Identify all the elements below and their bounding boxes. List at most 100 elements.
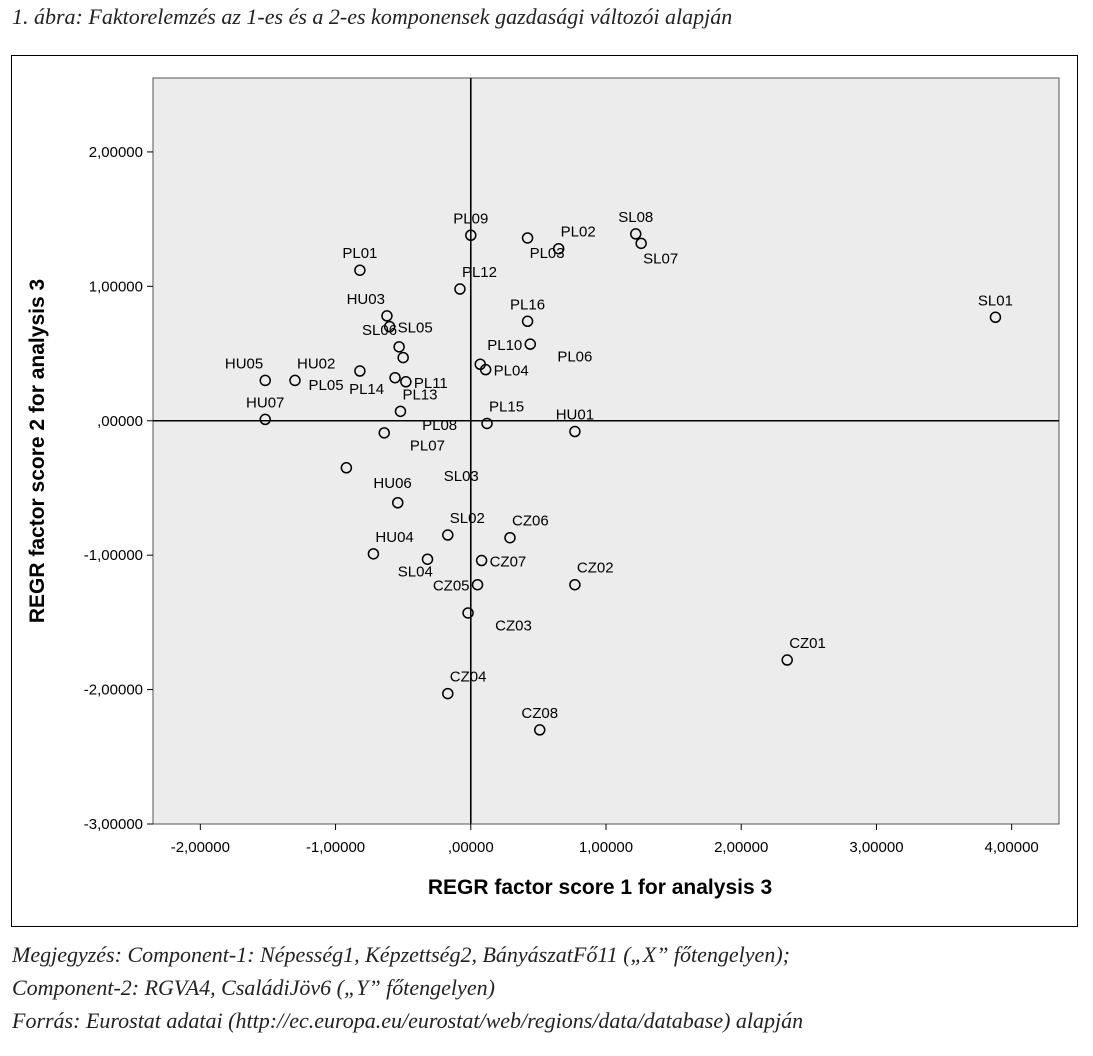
point-label-sl07: SL07 xyxy=(643,250,678,267)
x-axis-title: REGR factor score 1 for analysis 3 xyxy=(428,876,772,899)
data-point-sl08 xyxy=(629,228,642,240)
point-label-pl16: PL16 xyxy=(510,296,545,313)
point-label-hu01: HU01 xyxy=(556,407,594,424)
x-tick-label: 4,00000 xyxy=(985,839,1039,856)
point-label-pl02: PL02 xyxy=(561,224,596,241)
data-point-cz01 xyxy=(781,654,793,666)
note-components-x: Megjegyzés: Component-1: Népesség1, Képz… xyxy=(12,942,790,967)
x-tick-label: 1,00000 xyxy=(579,839,633,856)
data-point-sl07 xyxy=(635,237,647,250)
data-point-pl07 xyxy=(397,351,409,364)
plot-area xyxy=(152,77,1060,825)
data-point-pl01 xyxy=(354,264,366,276)
point-label-hu04: HU04 xyxy=(375,529,413,546)
data-point-hu02 xyxy=(289,374,301,387)
data-point-sl06 xyxy=(393,341,405,353)
data-point-pl15 xyxy=(481,417,493,430)
data-point-pl16 xyxy=(521,315,534,328)
x-tick-label: -1,00000 xyxy=(306,839,365,856)
point-label-pl13: PL13 xyxy=(402,386,437,403)
point-label-pl09: PL09 xyxy=(453,210,488,227)
data-point-pl09 xyxy=(465,229,477,242)
point-label-pl07: PL07 xyxy=(410,437,445,454)
data-point-cz05 xyxy=(471,578,484,591)
data-point-pl14 xyxy=(354,365,366,377)
data-point-pl11 xyxy=(400,376,412,388)
data-point-pl13 xyxy=(394,405,407,418)
y-tick-label: -1,00000 xyxy=(84,547,143,564)
point-label-sl08: SL08 xyxy=(618,209,653,226)
point-label-sl05: SL05 xyxy=(398,320,433,337)
point-label-sl03: SL03 xyxy=(444,468,479,485)
y-tick-label: ,00000 xyxy=(97,413,143,430)
point-label-sl01: SL01 xyxy=(978,292,1013,309)
data-point-cz06 xyxy=(504,531,516,544)
point-label-sl02: SL02 xyxy=(450,510,485,527)
point-label-pl08: PL08 xyxy=(422,417,457,434)
point-label-hu07: HU07 xyxy=(246,394,284,411)
x-tick-label: ,00000 xyxy=(448,839,494,856)
x-tick-label: 2,00000 xyxy=(714,839,768,856)
point-label-pl06: PL06 xyxy=(557,349,592,366)
point-label-cz07: CZ07 xyxy=(490,554,527,571)
data-point-sl04 xyxy=(421,553,434,565)
point-label-pl15: PL15 xyxy=(489,398,524,415)
data-point-cz02 xyxy=(569,578,581,591)
y-tick-label: 2,00000 xyxy=(89,144,143,161)
point-label-pl11: PL11 xyxy=(414,375,448,392)
point-label-cz04: CZ04 xyxy=(450,669,487,686)
data-point-pl10 xyxy=(524,338,537,350)
data-point-hu07 xyxy=(259,413,271,426)
scatter-chart: -2,00000 -1,00000 ,00000 1,00000 2,00000 3,00… xyxy=(26,77,1060,899)
point-label-cz08: CZ08 xyxy=(521,705,558,722)
point-label-pl05: PL05 xyxy=(309,377,344,394)
point-label-pl14: PL14 xyxy=(349,381,384,398)
point-label-pl03: PL03 xyxy=(530,245,565,262)
y-tick-label: -2,00000 xyxy=(84,682,143,699)
point-label-cz06: CZ06 xyxy=(512,513,549,530)
data-point-cz03 xyxy=(462,607,474,619)
data-point-pl05 xyxy=(389,371,401,384)
data-point-cz07 xyxy=(475,554,488,567)
data-point-pl12 xyxy=(454,283,466,295)
data-point-hu01 xyxy=(569,425,581,438)
data-point-pl04 xyxy=(479,363,492,376)
x-tick-label: -2,00000 xyxy=(171,839,230,856)
data-point-sl03 xyxy=(392,496,404,509)
data-point-pl03 xyxy=(521,232,534,244)
point-label-hu02: HU02 xyxy=(297,355,335,372)
point-label-cz01: CZ01 xyxy=(789,635,826,652)
point-label-sl04: SL04 xyxy=(398,564,433,581)
point-label-pl12: PL12 xyxy=(462,264,497,281)
note-source: Forrás: Eurostat adatai (http://ec.europ… xyxy=(12,1008,804,1033)
point-label-cz03: CZ03 xyxy=(495,617,532,634)
point-label-pl10: PL10 xyxy=(487,337,522,354)
point-label-cz02: CZ02 xyxy=(577,560,614,577)
point-label-pl01: PL01 xyxy=(342,245,377,262)
data-point-hu06 xyxy=(340,462,353,474)
data-point-pl08 xyxy=(378,427,390,439)
point-label-sl06: SL06 xyxy=(362,322,397,339)
data-point-hu05 xyxy=(259,374,271,387)
data-point-sl01 xyxy=(989,311,1002,324)
point-label-hu03: HU03 xyxy=(347,291,385,308)
note-components-y: Component-2: RGVA4, CsaládiJöv6 („Y” főt… xyxy=(12,975,495,1000)
point-label-cz05: CZ05 xyxy=(433,578,470,595)
figure-notes: Megjegyzés: Component-1: Népesség1, Képz… xyxy=(12,938,803,1037)
data-point-sl02 xyxy=(442,529,454,541)
data-point-hu03 xyxy=(381,310,393,322)
data-point-sl05 xyxy=(383,320,396,333)
x-tick-label: 3,00000 xyxy=(849,839,903,856)
figure-caption: 1. ábra: Faktorelemzés az 1-es és a 2-es… xyxy=(12,4,733,29)
point-label-hu06: HU06 xyxy=(373,475,411,492)
chart-frame: -2,00000 -1,00000 ,00000 1,00000 2,00000 3,00… xyxy=(11,55,1078,927)
y-axis-title: REGR factor score 2 for analysis 3 xyxy=(26,279,49,623)
point-label-hu05: HU05 xyxy=(225,355,263,372)
point-label-pl04: PL04 xyxy=(494,363,529,380)
data-point-pl02 xyxy=(552,242,565,255)
y-tick-label: -3,00000 xyxy=(84,816,143,833)
data-point-cz08 xyxy=(533,724,546,736)
data-point-cz04 xyxy=(442,687,454,700)
data-point-hu04 xyxy=(367,548,380,560)
y-tick-label: 1,00000 xyxy=(89,278,143,295)
